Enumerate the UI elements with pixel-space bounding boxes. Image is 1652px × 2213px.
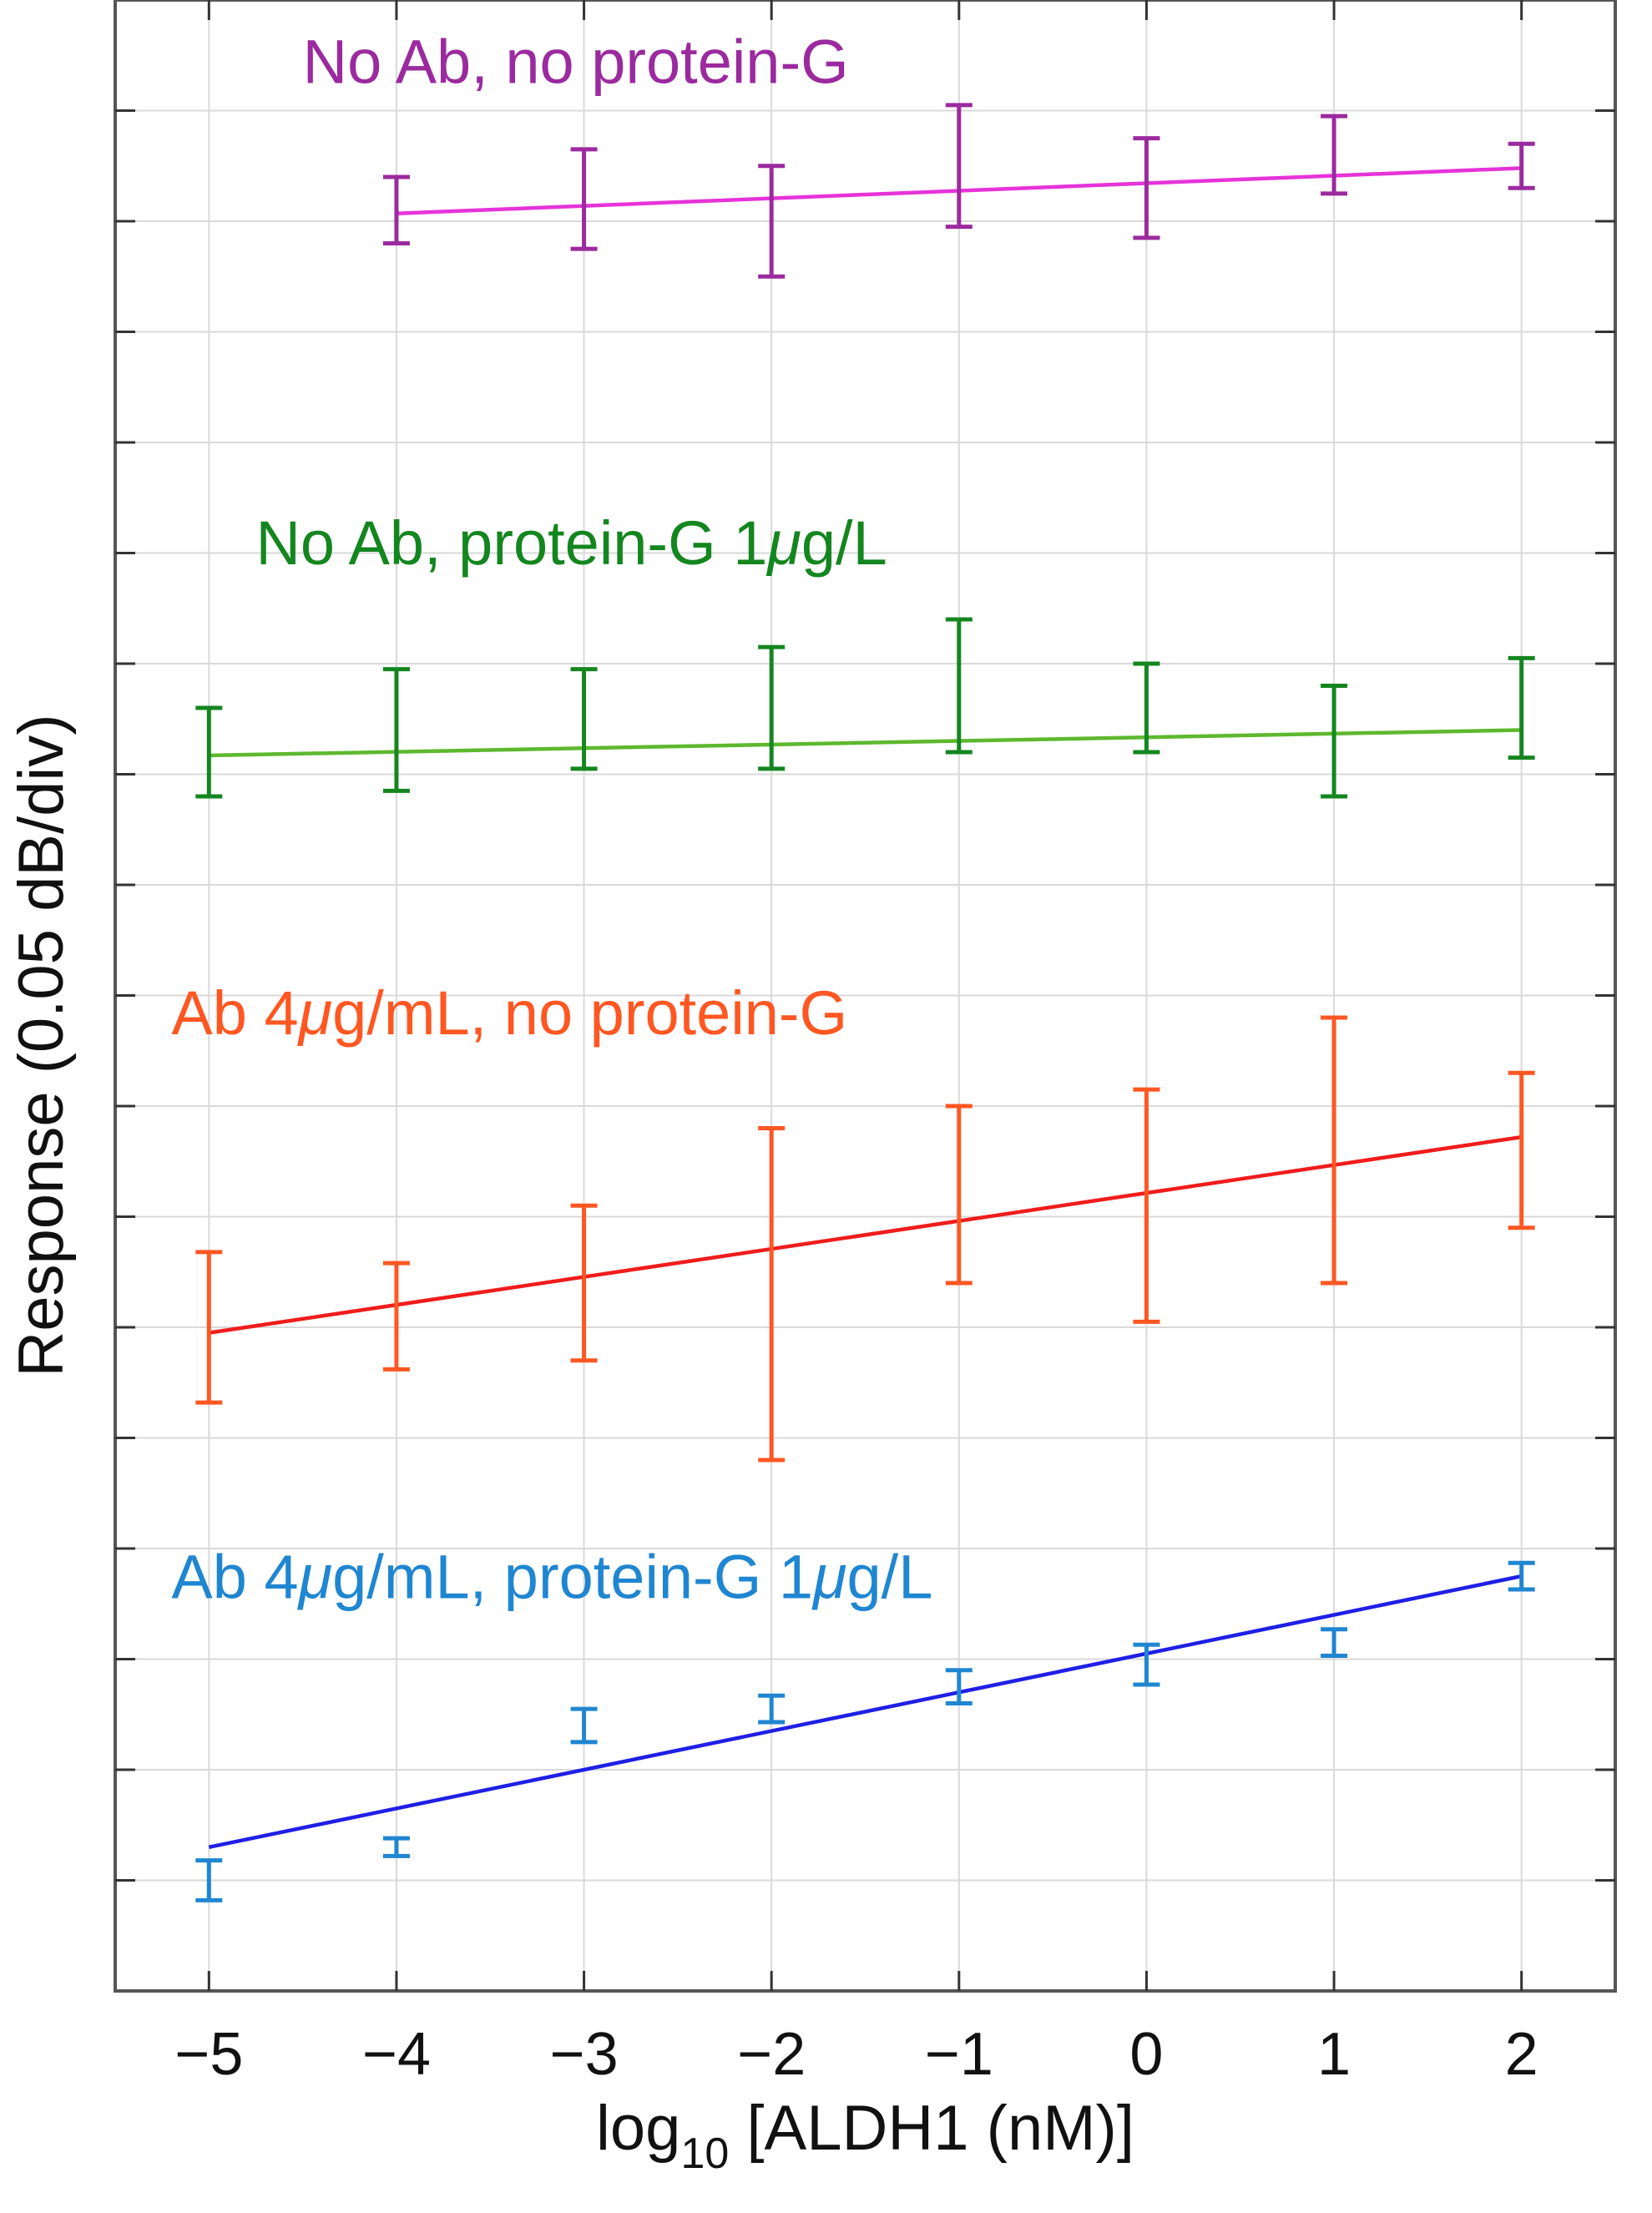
grid — [115, 0, 1615, 1991]
error-bar — [1133, 1642, 1160, 1687]
error-bar — [195, 1250, 223, 1405]
series-label-1: No Ab, protein-G 1μg/L — [255, 508, 887, 578]
error-bar — [945, 617, 973, 755]
error-bar — [570, 1706, 598, 1745]
error-bar — [945, 103, 973, 230]
error-bar — [1321, 114, 1348, 196]
y-axis-label: Response (0.05 dB/div) — [6, 714, 77, 1377]
error-bar — [570, 147, 598, 251]
fit-line-3 — [208, 1574, 1523, 1849]
error-bar — [945, 1668, 973, 1705]
error-bar — [758, 1693, 786, 1725]
error-bar — [382, 1261, 410, 1372]
x-axis-label: log10 [ALDH1 (nM)] — [596, 2093, 1134, 2178]
error-bar — [1321, 1627, 1348, 1659]
error-bar — [1133, 661, 1160, 755]
fit-line-2 — [208, 1134, 1523, 1335]
error-bar — [195, 705, 223, 799]
series-label-0: No Ab, no protein-G — [303, 27, 849, 96]
series-label-3: Ab 4μg/mL, protein-G 1μg/L — [171, 1543, 932, 1612]
error-bar — [382, 1836, 410, 1858]
error-bar — [1133, 1087, 1160, 1324]
error-bar — [1321, 684, 1348, 799]
error-bar — [382, 667, 410, 793]
error-bar — [570, 667, 598, 771]
error-bar — [758, 164, 786, 279]
error-bar — [1508, 141, 1535, 190]
error-bar — [1508, 1560, 1535, 1592]
error-bar — [195, 1858, 223, 1902]
x-tick-label: −1 — [925, 2021, 993, 2088]
error-bar — [382, 174, 410, 245]
axis-ticks — [115, 0, 1615, 1991]
x-tick-labels: −5 −4 −3 −2 −1 0 1 2 — [174, 2021, 1538, 2088]
x-tick-label: 2 — [1505, 2021, 1538, 2088]
x-tick-label: 0 — [1129, 2021, 1163, 2088]
x-tick-label: −4 — [362, 2021, 431, 2088]
fit-line-1 — [209, 728, 1522, 758]
error-bar — [1508, 1070, 1535, 1230]
x-tick-label: −3 — [550, 2021, 619, 2088]
series-label-2: Ab 4μg/mL, no protein-G — [171, 978, 847, 1048]
error-bar — [1508, 655, 1535, 760]
error-bars — [195, 103, 1535, 1902]
error-bar — [758, 1126, 786, 1463]
error-bar — [570, 1203, 598, 1363]
x-tick-label: −2 — [737, 2021, 806, 2088]
error-bar — [1321, 1015, 1348, 1286]
series-labels: No Ab, no protein-G No Ab, protein-G 1μg/… — [171, 27, 932, 1611]
error-bar — [1133, 136, 1160, 240]
error-bar — [945, 1104, 973, 1286]
x-tick-label: −5 — [174, 2021, 243, 2088]
x-tick-label: 1 — [1317, 2021, 1351, 2088]
error-bar — [758, 644, 786, 771]
